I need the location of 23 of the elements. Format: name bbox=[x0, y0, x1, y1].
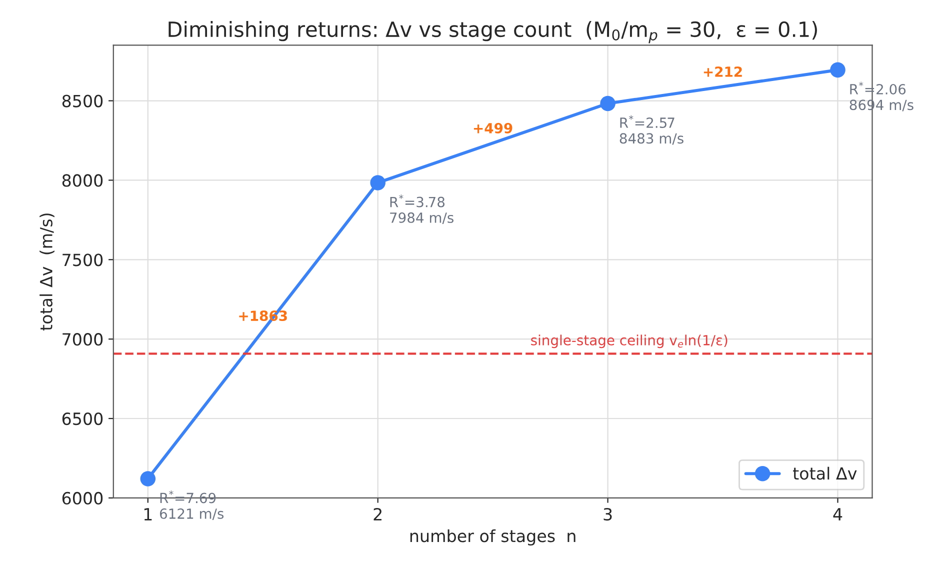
y-tick-label: 8500 bbox=[62, 94, 103, 108]
annotation: +499 bbox=[474, 122, 512, 134]
y-axis-title: total Δv (m/s) bbox=[40, 214, 54, 331]
annotation: R$^{*}$=2.57 8483 m/s bbox=[620, 115, 684, 145]
y-tick-label: 7000 bbox=[62, 333, 103, 346]
x-tick-label: 2 bbox=[374, 508, 382, 520]
chart-title: Diminishing returns: Δv vs stage count (M$_{0}$/m$_{p}$ = 30, ε = 0.1) bbox=[168, 20, 817, 44]
y-tick-label: 7500 bbox=[62, 254, 103, 266]
ref-line-label: single-stage ceiling v$_{e}$ln(1/ε) bbox=[531, 334, 728, 348]
annotation: R$^{*}$=3.78 7984 m/s bbox=[390, 194, 454, 224]
annotation: +212 bbox=[704, 66, 742, 77]
x-axis-title: number of stages n bbox=[410, 529, 576, 546]
x-tick-label: 4 bbox=[833, 508, 842, 520]
point bbox=[140, 471, 156, 486]
x-tick-label: 1 bbox=[144, 508, 152, 520]
point bbox=[600, 96, 616, 112]
y-tick-label: 6500 bbox=[62, 412, 103, 426]
legend-label: total Δv bbox=[793, 466, 857, 480]
point bbox=[370, 175, 386, 190]
y-tick-label: 6000 bbox=[62, 492, 103, 505]
point bbox=[830, 62, 846, 78]
x-tick-label: 3 bbox=[604, 508, 612, 521]
y-tick-label: 8000 bbox=[62, 174, 103, 187]
